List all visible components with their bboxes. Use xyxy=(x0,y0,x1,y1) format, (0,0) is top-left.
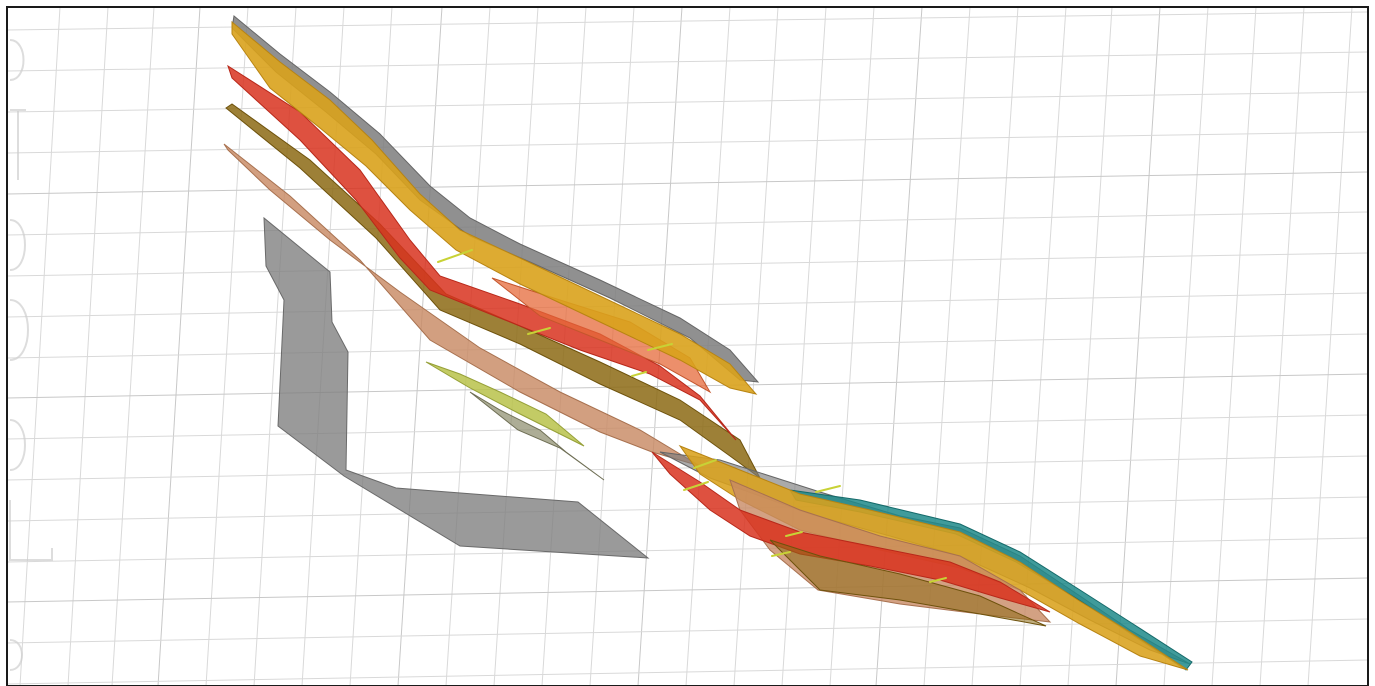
grid-line-vertical-minor xyxy=(1307,7,1353,686)
well-marker xyxy=(929,577,947,583)
geological-surfaces[interactable] xyxy=(223,15,1193,671)
grid-line-vertical-minor xyxy=(1211,7,1257,686)
well-markers xyxy=(437,249,947,583)
grid-line-vertical xyxy=(397,7,443,686)
grid-line-horizontal-minor xyxy=(7,414,1368,440)
grid-line-vertical-minor xyxy=(493,7,539,686)
grid-line-horizontal-minor xyxy=(7,659,1368,685)
grid-line-horizontal xyxy=(7,171,1368,195)
well-marker xyxy=(631,371,647,377)
well-marker xyxy=(693,459,717,469)
grid-line-vertical xyxy=(157,7,201,686)
well-marker xyxy=(815,485,841,493)
red-lower-surface[interactable] xyxy=(651,451,1051,613)
grid-line-horizontal-minor xyxy=(7,618,1368,644)
grid-line-horizontal-minor xyxy=(7,51,1368,72)
grid-line-vertical-minor xyxy=(1067,7,1113,686)
grid-line-vertical-minor xyxy=(1259,7,1305,686)
grid-line-vertical-minor xyxy=(67,7,109,686)
grid-line-horizontal-minor xyxy=(7,131,1368,154)
grid-line-horizontal xyxy=(7,577,1368,603)
grid-line-horizontal-minor xyxy=(7,537,1368,563)
olive-lower-surface[interactable] xyxy=(769,539,1047,627)
well-marker xyxy=(771,551,791,557)
well-marker xyxy=(437,249,473,263)
grid-line-vertical-minor xyxy=(781,7,827,686)
grid-line-horizontal-minor xyxy=(7,496,1368,522)
watermark-outline xyxy=(9,39,53,671)
well-marker xyxy=(647,343,673,351)
red-surface[interactable] xyxy=(227,64,737,441)
grid-line-vertical-minor xyxy=(349,7,393,686)
viewport-frame xyxy=(6,6,1369,686)
grid-line-horizontal-minor xyxy=(7,252,1368,277)
tan-surface[interactable] xyxy=(223,143,701,467)
grid-line-horizontal-minor xyxy=(7,292,1368,318)
lime-surface-lower[interactable] xyxy=(469,391,605,481)
well-marker xyxy=(527,327,551,335)
grid-line-vertical-minor xyxy=(1163,7,1209,686)
grid-line-horizontal-minor xyxy=(7,91,1368,113)
lime-surface[interactable] xyxy=(425,361,585,447)
grid-line-horizontal-minor xyxy=(7,11,1368,31)
gold-surface[interactable] xyxy=(231,20,758,395)
grid-line-horizontal-minor xyxy=(7,455,1368,481)
grid-line-vertical-minor xyxy=(733,7,779,686)
grid-line-horizontal-minor xyxy=(7,211,1368,236)
well-marker xyxy=(683,481,709,491)
well-marker xyxy=(785,531,803,537)
grid-line-vertical-minor xyxy=(111,7,155,686)
grid-line-vertical xyxy=(1115,7,1161,686)
grid-line-vertical-minor xyxy=(19,7,61,686)
grey-fault-surface[interactable] xyxy=(263,216,650,559)
